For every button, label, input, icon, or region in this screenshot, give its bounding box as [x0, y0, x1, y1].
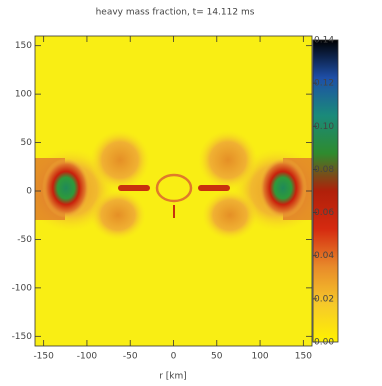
x-tick-label: -50 — [123, 352, 138, 362]
colorbar-tick-label: 0.02 — [314, 294, 334, 304]
x-tick-label: 100 — [251, 352, 268, 362]
colorbar-tick-label: 0.08 — [314, 165, 334, 175]
chart-title: heavy mass fraction, t= 14.112 ms — [96, 8, 255, 18]
colorbar-tick-label: 0.10 — [314, 122, 334, 132]
colorbar — [312, 39, 339, 343]
x-axis-label: r [km] — [159, 372, 187, 382]
x-tick-label: 0 — [171, 352, 177, 362]
y-tick-label: 150 — [15, 41, 32, 51]
colorbar-tick-label: 0.04 — [314, 251, 334, 261]
field — [35, 36, 312, 346]
y-tick-label: 0 — [26, 187, 32, 197]
y-tick-label: 100 — [15, 90, 32, 100]
colorbar-tick-label: 0.12 — [314, 79, 334, 89]
colorbar-tick-label: 0.00 — [314, 338, 334, 348]
colorbar-tick-label: 0.14 — [314, 36, 334, 46]
colorbar-tick-label: 0.06 — [314, 208, 334, 218]
x-tick-label: 150 — [295, 352, 312, 362]
x-tick-label: 50 — [211, 352, 223, 362]
y-tick-label: -100 — [12, 283, 33, 293]
y-tick-label: 50 — [21, 138, 33, 148]
x-tick-label: -150 — [33, 352, 54, 362]
y-tick-label: -50 — [17, 235, 32, 245]
y-tick-label: -150 — [12, 332, 33, 342]
x-tick-label: -100 — [77, 352, 98, 362]
